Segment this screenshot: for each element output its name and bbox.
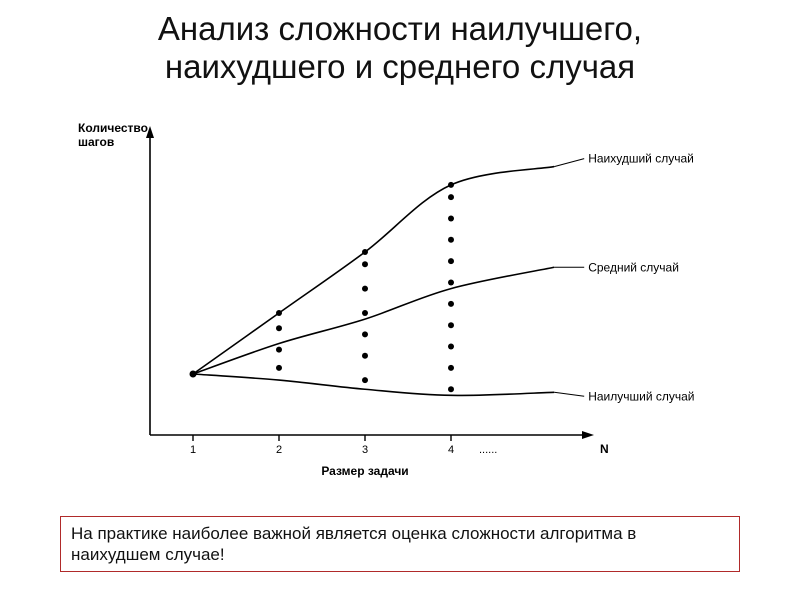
chart-svg: Количествошагов 1 2 3 4...... N Размер задачи Н… [60,110,740,490]
svg-text:1: 1 [190,444,196,456]
svg-text:4: 4 [448,444,454,456]
svg-text:Количество: Количество [78,121,148,135]
title-line-2: наихудшего и среднего случая [165,48,635,85]
svg-text:шагов: шагов [78,135,114,149]
footer-text: На практике наиболее важной является оце… [71,524,636,564]
svg-text:Наилучший случай: Наилучший случай [588,389,694,403]
title-line-1: Анализ сложности наилучшего, [158,10,642,47]
complexity-chart: Количествошагов 1 2 3 4...... N Размер задачи Н… [60,110,740,490]
svg-text:Средний случай: Средний случай [588,260,679,274]
svg-text:......: ...... [479,444,497,456]
footer-note: На практике наиболее важной является оце… [60,516,740,573]
svg-text:N: N [600,442,609,456]
svg-text:Наихудший случай: Наихудший случай [588,152,694,166]
svg-text:3: 3 [362,444,368,456]
page-title: Анализ сложности наилучшего, наихудшего … [0,0,800,86]
svg-text:Размер задачи: Размер задачи [321,464,408,478]
svg-text:2: 2 [276,444,282,456]
slide: Анализ сложности наилучшего, наихудшего … [0,0,800,600]
